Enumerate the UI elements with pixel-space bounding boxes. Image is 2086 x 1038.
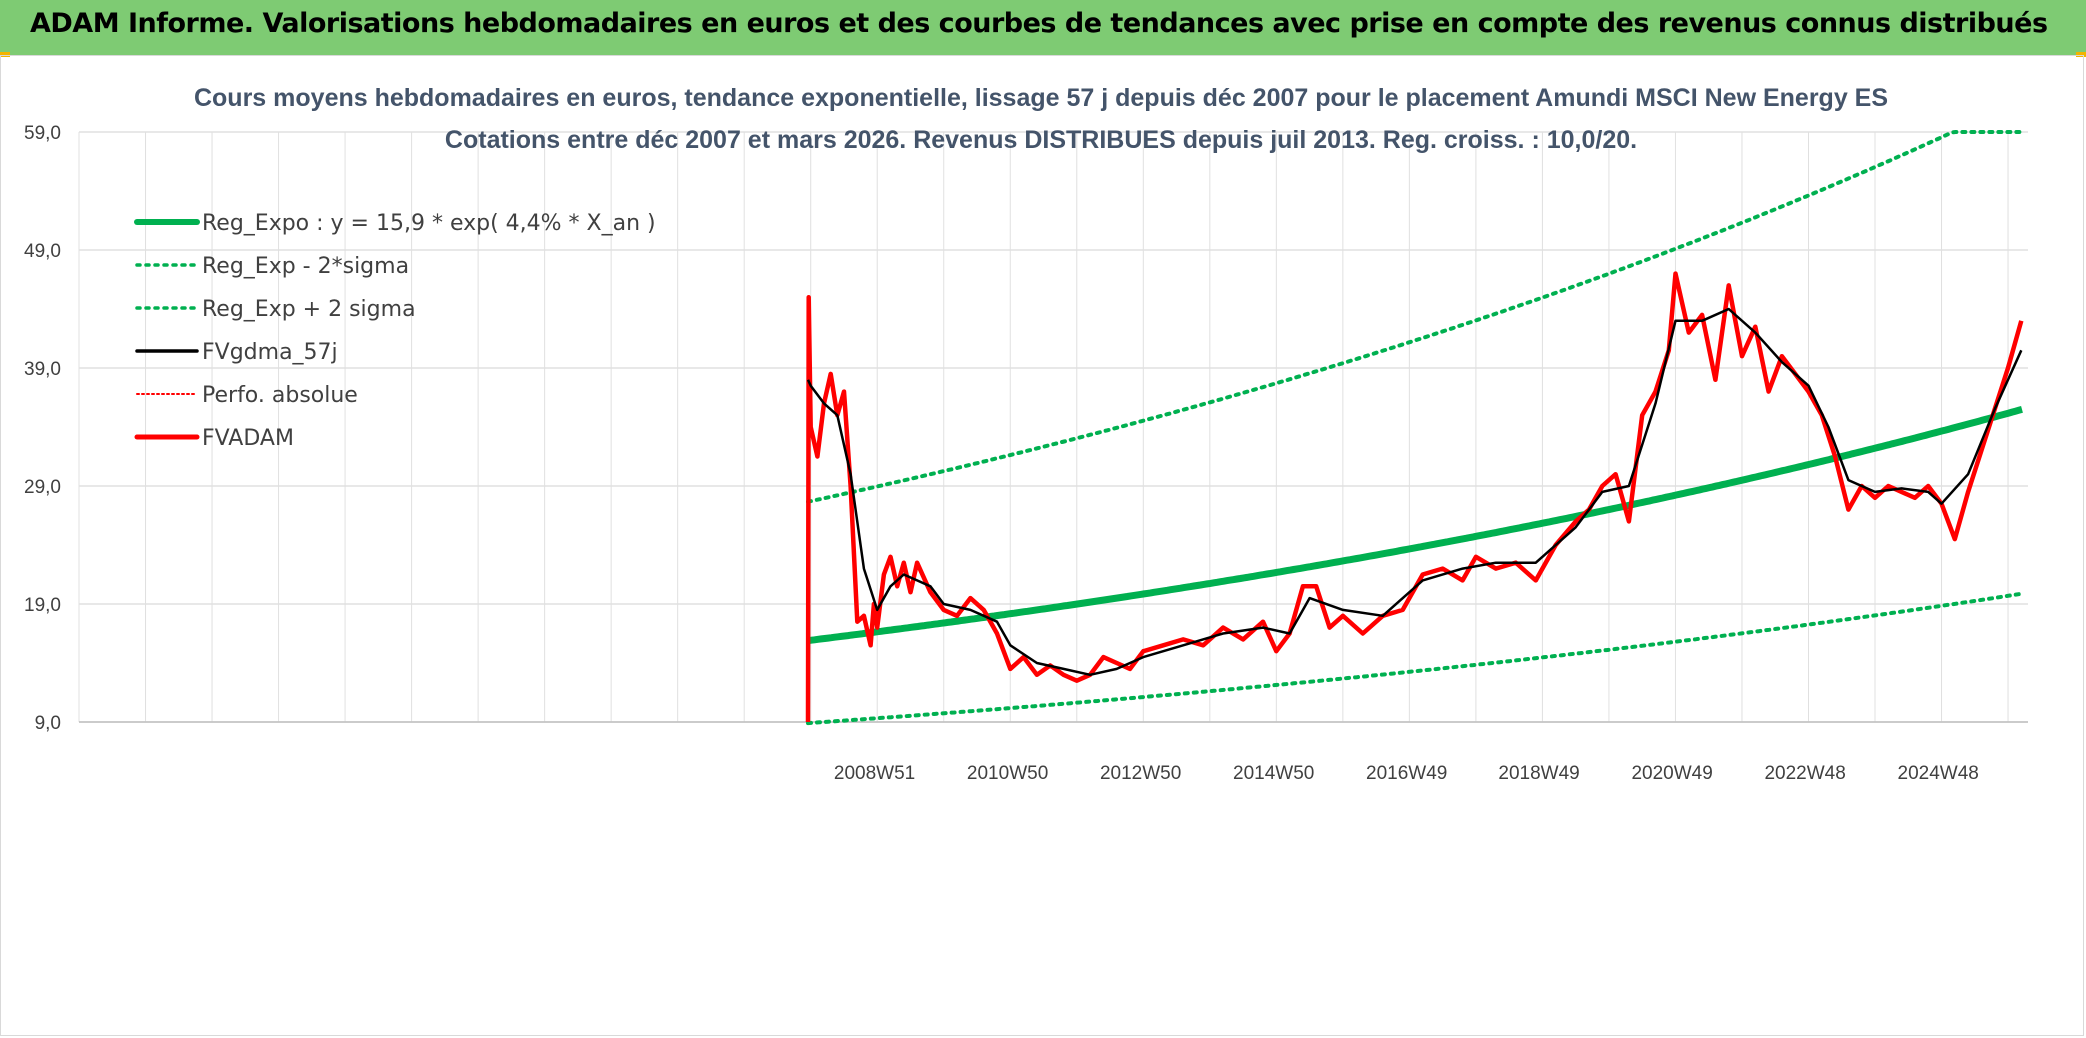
series-reg-expo <box>807 406 2023 645</box>
chart-title: Cours moyens hebdomadaires en euros, ten… <box>194 84 1888 112</box>
legend-label: FVADAM <box>202 426 294 451</box>
legend-label: Reg_Exp + 2 sigma <box>202 297 416 322</box>
y-tick-label: 49,0 <box>24 241 61 262</box>
x-tick-label: 2014W50 <box>1233 763 1314 784</box>
series-fvgdma-57j <box>806 307 2023 677</box>
series-fvadam <box>805 271 2024 723</box>
x-tick-label: 2024W48 <box>1898 763 1979 784</box>
report-title: ADAM Informe. Valorisations hebdomadaire… <box>30 8 2048 39</box>
chart-canvas: Cours moyens hebdomadaires en euros, ten… <box>24 84 2028 784</box>
y-tick-label: 59,0 <box>24 123 61 144</box>
y-tick-label: 29,0 <box>24 477 61 498</box>
x-tick-label: 2008W51 <box>834 763 915 784</box>
x-tick-label: 2010W50 <box>967 763 1048 784</box>
banner-accent-right <box>2076 52 2086 57</box>
chart-subtitle: Cotations entre déc 2007 et mars 2026. R… <box>445 126 1637 154</box>
x-tick-label: 2012W50 <box>1100 763 1181 784</box>
legend-label: Perfo. absolue <box>202 383 358 408</box>
y-tick-label: 39,0 <box>24 359 61 380</box>
x-tick-label: 2020W49 <box>1631 763 1712 784</box>
banner-accent-left <box>0 52 10 57</box>
y-tick-label: 9,0 <box>35 713 61 734</box>
legend-label: Reg_Expo : y = 15,9 * exp( 4,4% * X_an ) <box>202 211 656 236</box>
x-tick-label: 2018W49 <box>1498 763 1579 784</box>
series-reg-exp-plus-2-sigma <box>806 130 2024 504</box>
x-axis: 2008W51 2010W50 2012W50 2014W50 2016W49 2018W… <box>834 763 1979 784</box>
y-tick-label: 19,0 <box>24 595 61 616</box>
y-axis: 59,0 49,0 39,0 29,0 19,0 9,0 <box>24 123 61 734</box>
grid <box>78 131 2028 723</box>
header-banner: ADAM Informe. Valorisations hebdomadaire… <box>0 0 2086 55</box>
legend: Reg_Expo : y = 15,9 * exp( 4,4% * X_an )… <box>134 211 656 451</box>
plot-series <box>805 130 2024 726</box>
series-reg-exp-minus-2-sigma <box>806 591 2024 726</box>
legend-label: Reg_Exp - 2*sigma <box>202 254 409 279</box>
x-tick-label: 2016W49 <box>1366 763 1447 784</box>
x-tick-label: 2022W48 <box>1764 763 1845 784</box>
legend-label: FVgdma_57j <box>202 340 338 365</box>
chart-area: Cours moyens hebdomadaires en euros, ten… <box>0 55 2084 1036</box>
